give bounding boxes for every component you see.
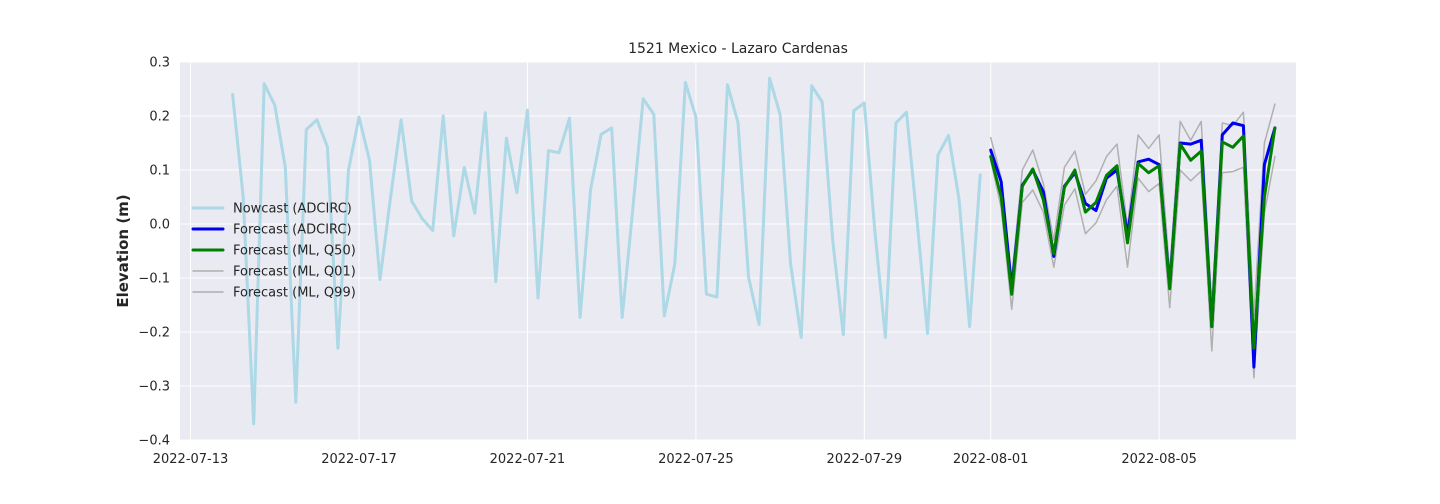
y-tick-label: −0.4 <box>138 434 170 449</box>
legend-entry: Forecast (ADCIRC) <box>233 223 352 238</box>
y-tick-label: 0.2 <box>149 110 170 125</box>
y-axis-label: Elevation (m) <box>114 194 132 307</box>
x-tick-label: 2022-07-25 <box>658 452 734 467</box>
x-tick-label: 2022-07-29 <box>827 452 903 467</box>
tick-labels: 2022-07-13 2022-07-17 2022-07-21 2022-07-25… <box>138 56 1196 468</box>
x-tick-label: 2022-08-05 <box>1121 452 1197 467</box>
x-tick-label: 2022-07-21 <box>490 452 566 467</box>
y-tick-label: 0.3 <box>149 56 170 71</box>
y-tick-label: 0.0 <box>149 218 170 233</box>
legend-entry: Forecast (ML, Q01) <box>233 265 356 280</box>
y-tick-label: 0.1 <box>149 164 170 179</box>
legend: Nowcast (ADCIRC) Forecast (ADCIRC) Forecas… <box>191 202 356 301</box>
x-tick-label: 2022-08-01 <box>953 452 1029 467</box>
series-line-0 <box>231 76 982 426</box>
x-tick-label: 2022-07-13 <box>153 452 229 467</box>
legend-entry: Forecast (ML, Q99) <box>233 286 356 301</box>
series-line-4 <box>989 103 1276 317</box>
y-tick-label: −0.2 <box>138 326 170 341</box>
y-tick-label: −0.3 <box>138 380 170 395</box>
legend-entry: Nowcast (ADCIRC) <box>233 202 352 217</box>
series-line-3 <box>989 155 1276 379</box>
x-tick-label: 2022-07-17 <box>321 452 397 467</box>
chart-title: 1521 Mexico - Lazaro Cardenas <box>628 41 848 57</box>
series-line-2 <box>989 126 1277 350</box>
y-tick-label: −0.1 <box>138 272 170 287</box>
series-layer <box>231 76 1277 426</box>
legend-entry: Forecast (ML, Q50) <box>233 244 356 259</box>
